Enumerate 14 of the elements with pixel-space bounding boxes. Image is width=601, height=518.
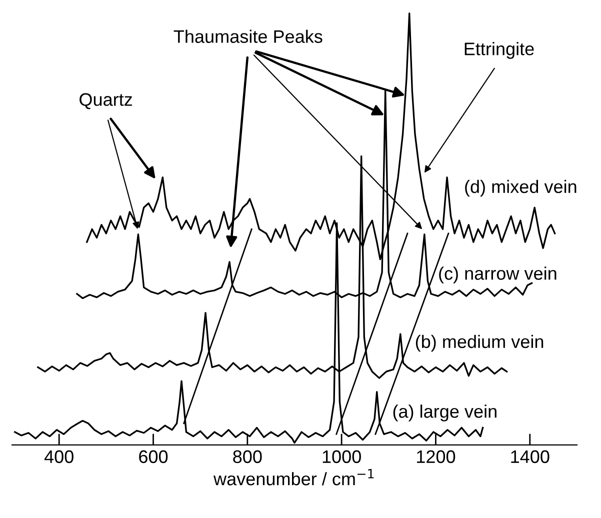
x-tick-label: 800	[233, 450, 262, 464]
x-tick-label: 400	[44, 450, 74, 464]
annotation: Quartz	[80, 93, 132, 110]
x-tick-label: 1400	[511, 450, 550, 464]
x-tick-label: 1000	[322, 450, 361, 464]
annotation: (b) medium vein	[416, 334, 544, 352]
annotation: (a) large vein	[393, 404, 496, 422]
annotation: (c) narrow vein	[439, 266, 556, 284]
annotation: Thaumasite Peaks	[174, 30, 322, 43]
x-axis-title: wavenumber / cm$^{−1}$	[213, 469, 374, 486]
annotation: (d) mixed vein	[465, 180, 576, 197]
x-tick-label: 600	[139, 450, 168, 464]
x-tick-label: 1200	[417, 450, 456, 464]
annotation: Ettringite	[464, 42, 534, 59]
